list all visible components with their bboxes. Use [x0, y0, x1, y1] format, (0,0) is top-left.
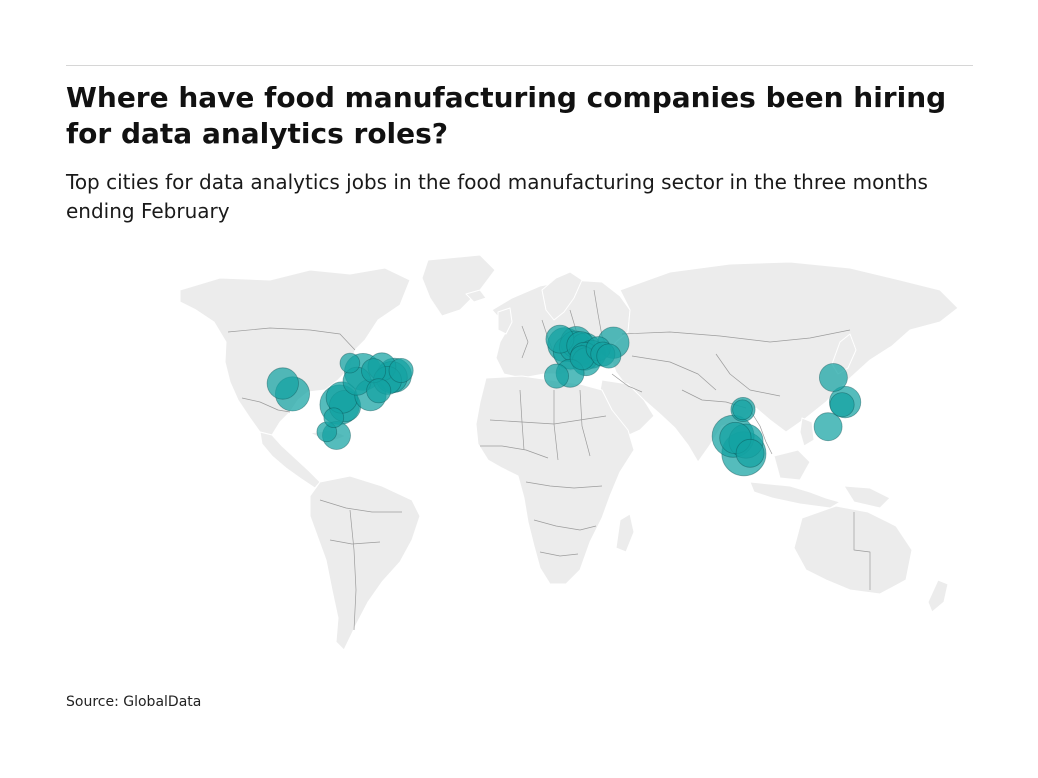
city-bubble	[819, 363, 848, 392]
city-bubble	[323, 407, 345, 429]
border-africa-meridian3	[579, 389, 591, 457]
border-europe-west	[521, 325, 529, 359]
land-australia	[793, 505, 913, 595]
border-southeast-asia	[749, 409, 773, 455]
border-russia-south	[621, 329, 851, 343]
land-philippines	[799, 417, 815, 447]
border-south-america3	[349, 509, 357, 631]
border-middle-east	[611, 373, 643, 393]
world-map	[179, 254, 959, 651]
city-bubble	[266, 367, 299, 400]
border-us-mexico	[241, 397, 291, 413]
land-great-britain	[497, 307, 513, 335]
land-new-guinea	[843, 485, 891, 509]
chart-title: Where have food manufacturing companies …	[66, 81, 947, 150]
source-note: Source: GlobalData	[66, 694, 202, 710]
land-indonesia	[749, 481, 841, 509]
border-south-america1	[319, 499, 402, 513]
land-greenland	[421, 254, 496, 317]
city-bubble	[732, 399, 753, 421]
city-bubble	[735, 438, 765, 468]
city-bubble	[596, 343, 622, 369]
chart-subtitle: Top cities for data analytics jobs in th…	[66, 170, 928, 223]
land-scandinavia	[541, 271, 583, 321]
city-bubble	[339, 352, 361, 374]
land-madagascar	[615, 513, 635, 553]
border-australia	[853, 512, 871, 590]
bubble-layer	[266, 324, 862, 477]
border-africa-meridian1	[519, 389, 525, 451]
border-central-asia	[631, 355, 717, 391]
border-central-africa	[525, 481, 603, 489]
city-bubble	[813, 412, 843, 442]
border-africa-meridian2	[553, 390, 559, 461]
land-south-america	[309, 475, 421, 651]
border-us-canada	[227, 327, 356, 351]
border-china-west	[715, 353, 781, 397]
land-iceland	[465, 289, 487, 303]
border-southern-africa2	[539, 551, 579, 557]
land-central-america	[259, 431, 321, 489]
land-asia	[609, 261, 959, 463]
city-bubble	[366, 378, 392, 404]
land-layer	[179, 254, 959, 651]
border-layer	[227, 289, 871, 631]
city-bubble	[829, 392, 855, 418]
border-west-africa	[480, 445, 549, 459]
land-borneo	[773, 449, 811, 481]
land-new-zealand	[927, 579, 949, 613]
city-bubble	[388, 358, 414, 384]
city-bubble	[543, 363, 569, 389]
land-africa	[475, 375, 635, 585]
top-divider	[66, 65, 973, 66]
border-south-america2	[329, 539, 381, 545]
border-southern-africa	[533, 519, 597, 531]
